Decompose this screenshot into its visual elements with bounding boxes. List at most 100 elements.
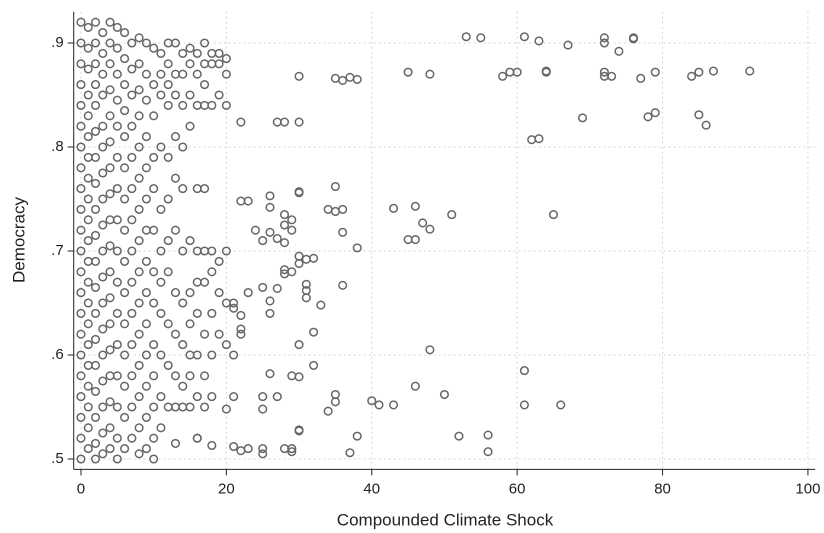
point (120, 288, 130, 298)
point (134, 267, 144, 277)
point (207, 350, 217, 360)
point (287, 215, 297, 225)
point (156, 423, 166, 433)
point (156, 90, 166, 100)
point (294, 258, 304, 269)
point (694, 67, 704, 77)
point (243, 288, 253, 298)
point (272, 283, 282, 293)
x-tick-label: 100 (795, 480, 820, 497)
point (163, 80, 173, 90)
point (112, 402, 122, 412)
point (127, 184, 137, 194)
point (83, 340, 93, 350)
point (98, 246, 108, 256)
point (83, 111, 93, 121)
point (505, 67, 515, 77)
point (112, 371, 122, 381)
point (134, 236, 144, 246)
point (178, 246, 188, 256)
point (345, 448, 355, 458)
point (287, 447, 297, 457)
point (207, 440, 217, 451)
point (156, 69, 166, 79)
point (83, 444, 93, 454)
point (149, 402, 159, 412)
point (207, 308, 217, 318)
point (149, 184, 159, 194)
point (178, 340, 188, 350)
point (374, 400, 384, 410)
point (192, 184, 202, 194)
point (112, 308, 122, 318)
point (185, 402, 195, 412)
x-axis-label: Compounded Climate Shock (337, 510, 554, 529)
point (309, 360, 319, 370)
point (192, 277, 202, 287)
point (127, 121, 137, 131)
point (258, 236, 268, 246)
point (476, 33, 486, 43)
point (163, 100, 173, 110)
point (185, 288, 195, 298)
point (120, 412, 130, 422)
point (389, 203, 399, 213)
point (330, 73, 340, 83)
point (127, 215, 137, 225)
point (294, 117, 304, 127)
point (548, 210, 559, 220)
point (512, 67, 522, 77)
point (425, 224, 435, 234)
point (192, 350, 202, 360)
point (556, 400, 566, 410)
point (214, 329, 224, 339)
point (279, 220, 290, 230)
point (178, 402, 188, 412)
point (163, 59, 173, 69)
point (141, 319, 151, 329)
point (98, 90, 108, 100)
point (76, 412, 86, 422)
point (149, 152, 159, 162)
point (687, 71, 697, 81)
x-tick-label: 80 (654, 480, 671, 497)
y-tick-label: .8 (51, 138, 64, 155)
point (141, 38, 151, 48)
point (425, 69, 435, 79)
point (83, 319, 93, 329)
point (83, 402, 93, 412)
point (294, 187, 304, 197)
point (98, 69, 108, 79)
point (279, 210, 290, 220)
point (83, 360, 93, 370)
point (105, 345, 115, 355)
point (134, 85, 144, 95)
point (149, 225, 159, 235)
point (127, 277, 137, 287)
point (294, 426, 304, 436)
point (243, 196, 253, 206)
point (178, 381, 188, 391)
point (272, 117, 282, 127)
point (112, 95, 122, 105)
point (127, 308, 137, 318)
point (98, 194, 108, 204)
point (98, 168, 108, 178)
point (141, 350, 151, 360)
point (134, 392, 144, 402)
point (76, 288, 86, 298)
point (287, 225, 297, 235)
point (650, 108, 660, 118)
x-tick-label: 40 (363, 480, 380, 497)
point (170, 38, 181, 48)
point (200, 38, 210, 48)
point (105, 423, 115, 433)
point (178, 142, 188, 152)
point (352, 431, 362, 441)
point (76, 100, 86, 110)
point (178, 184, 188, 194)
point (578, 113, 588, 123)
y-tick-label: .6 (51, 346, 64, 363)
point (170, 225, 181, 235)
point (83, 132, 93, 142)
